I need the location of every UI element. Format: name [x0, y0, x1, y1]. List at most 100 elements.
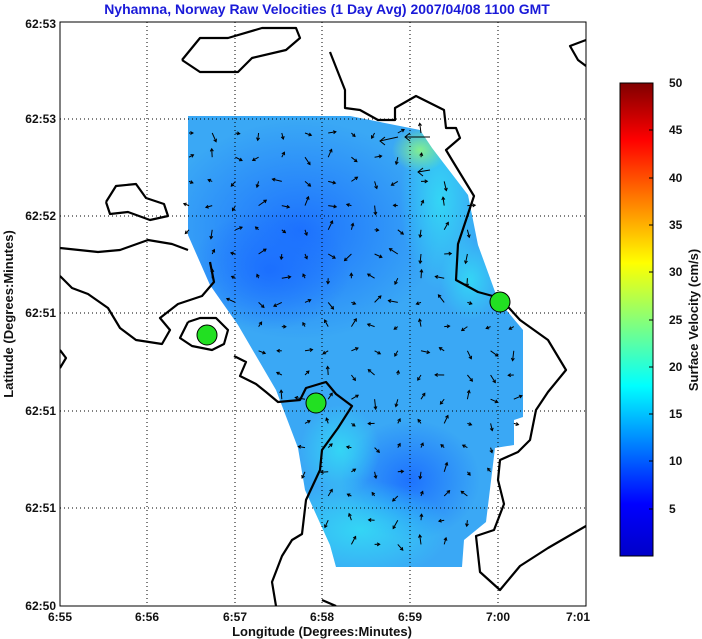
vector-arrowhead — [399, 547, 404, 551]
vector-arrow — [490, 398, 498, 403]
vector-arrowhead — [367, 421, 372, 426]
vector-arrow — [350, 536, 357, 545]
vector-arrowhead — [400, 469, 405, 474]
vector-arrowhead — [371, 491, 376, 496]
vector-arrow — [273, 301, 283, 307]
vector-arrow — [466, 390, 470, 400]
colorbar: 50 45 40 35 30 25 20 15 10 5 Surface Vel… — [619, 76, 701, 557]
vector-arrowhead — [189, 180, 194, 184]
vector-arrowhead — [324, 524, 328, 529]
vector-arrowhead — [418, 234, 423, 239]
vector-arrowhead — [328, 148, 333, 153]
vector-arrow — [205, 205, 213, 208]
vector-arrowhead — [279, 389, 284, 394]
vector-arrowhead — [376, 542, 381, 547]
vector-arrowhead — [238, 157, 243, 162]
vector-arrowhead — [307, 161, 311, 166]
vector-arrow — [280, 390, 283, 400]
vector-arrowhead — [373, 475, 378, 480]
vector-arrowhead — [401, 128, 405, 133]
y-tick-label: 62:52 — [25, 209, 56, 223]
vector-arrowhead — [418, 475, 423, 480]
vector-arrowhead — [329, 443, 333, 447]
vector-arrowhead — [415, 301, 420, 306]
vector-arrow — [350, 223, 354, 230]
vector-arrow — [374, 253, 383, 258]
vector-arrow — [257, 132, 260, 141]
vector-arrowhead — [443, 536, 448, 541]
vector-arrowhead — [508, 326, 513, 330]
vector-arrowhead — [258, 321, 263, 326]
vector-arrowhead — [420, 199, 425, 204]
vector-arrow — [394, 350, 399, 357]
vector-arrow — [211, 148, 213, 158]
vector-arrowhead — [377, 295, 382, 299]
vector-arrowhead — [448, 251, 453, 256]
vector-arrow — [440, 398, 445, 405]
vector-arrow — [327, 149, 333, 158]
vector-arrow — [392, 495, 399, 502]
vector-arrow — [211, 132, 217, 142]
vector-arrowhead — [275, 371, 280, 376]
vector-arrow — [351, 394, 359, 400]
vector-arrowhead — [305, 370, 310, 375]
vector-arrowhead — [354, 347, 359, 351]
vector-arrowhead — [262, 248, 267, 253]
vector-arrowhead — [518, 394, 523, 399]
vector-arrowhead — [276, 348, 280, 353]
vector-arrowhead — [352, 468, 357, 473]
vector-arrowhead — [329, 220, 334, 224]
y-tick-label: 62:53 — [25, 17, 56, 31]
vector-arrow — [272, 178, 282, 182]
vector-arrowhead — [225, 297, 230, 302]
vector-arrow — [301, 471, 306, 479]
vector-arrow — [419, 123, 422, 134]
vector-arrowhead — [236, 131, 241, 136]
colorbar-scale — [619, 82, 654, 557]
vector-arrow — [252, 156, 259, 161]
vector-arrow — [258, 248, 267, 255]
vector-arrowhead — [376, 449, 380, 454]
vector-arrow — [443, 222, 449, 231]
vector-arrowhead — [377, 350, 382, 355]
vector-arrow — [466, 520, 468, 527]
vector-arrowhead — [330, 305, 335, 310]
vector-arrow — [392, 519, 399, 529]
vector-arrow — [419, 253, 422, 264]
vector-arrowhead — [446, 490, 451, 494]
y-tick-label: 62:53 — [25, 112, 56, 126]
vector-arrowhead — [351, 133, 356, 138]
vector-arrowhead — [467, 472, 471, 476]
vector-arrowhead — [305, 195, 310, 200]
vector-arrowhead — [421, 392, 426, 397]
vector-arrowhead — [489, 427, 494, 432]
vector-arrowhead — [280, 136, 285, 141]
vector-arrowhead — [394, 352, 398, 357]
vector-arrow — [444, 253, 452, 255]
vector-arrowhead — [354, 176, 359, 181]
colorbar-tick-label: 45 — [669, 123, 683, 137]
colorbar-tick-label: 15 — [669, 407, 683, 421]
vector-arrowhead — [468, 301, 473, 305]
vector-arrow — [324, 519, 329, 528]
vector-arrowhead — [319, 470, 324, 475]
vector-arrowhead — [434, 275, 439, 279]
site-marker — [305, 392, 327, 414]
vector-arrow — [327, 392, 333, 400]
vector-arrow — [351, 374, 356, 381]
vector-arrowhead — [466, 389, 471, 394]
vector-arrowhead — [352, 377, 356, 382]
vector-arrowhead — [279, 256, 284, 261]
vector-arrowhead — [472, 203, 477, 208]
y-axis: 62:50 62:51 62:51 62:51 62:52 62:53 62:5… — [1, 17, 56, 613]
vector-arrowhead — [308, 132, 313, 137]
vector-arrowhead — [439, 400, 444, 405]
vector-arrowhead — [468, 422, 473, 426]
vector-arrow — [395, 399, 399, 407]
vector-arrowhead — [426, 350, 431, 355]
vector-arrowhead — [184, 230, 189, 235]
vector-arrow — [230, 181, 236, 187]
vector-arrow — [394, 277, 399, 285]
vector-arrow — [443, 181, 447, 191]
vector-arrowhead — [332, 255, 336, 259]
